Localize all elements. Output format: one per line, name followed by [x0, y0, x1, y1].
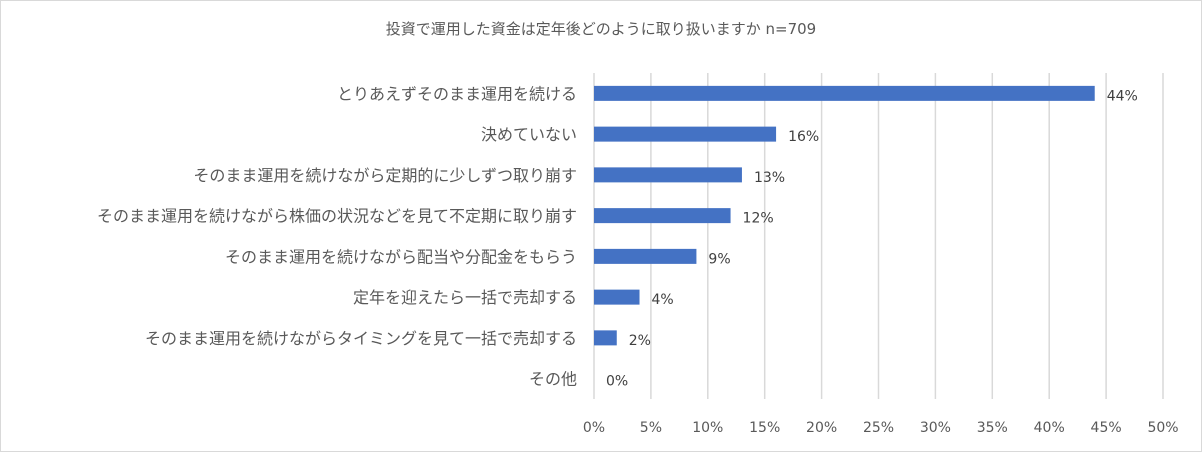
bar	[594, 208, 731, 224]
x-tick-label: 0%	[583, 420, 605, 436]
x-tick-label: 40%	[1034, 420, 1065, 436]
data-label: 16%	[788, 129, 819, 145]
x-tick-label: 30%	[920, 420, 951, 436]
data-labels: 44% 16% 13% 12% 9% 4% 2% 0%	[606, 88, 1138, 389]
x-tick-label: 35%	[977, 420, 1008, 436]
category-label: 定年を迎えたら一括で売却する	[353, 288, 577, 307]
category-label: とりあえずそのまま運用を続ける	[337, 84, 577, 103]
category-labels: とりあえずそのまま運用を続ける決めていないそのまま運用を続けながら定期的に少しず…	[97, 84, 577, 388]
x-tick-label: 45%	[1091, 420, 1122, 436]
bar	[594, 248, 697, 264]
x-tick-label: 20%	[806, 420, 837, 436]
category-label: そのまま運用を続けながら配当や分配金をもらう	[225, 247, 577, 266]
bars	[594, 85, 1095, 346]
x-tick-label: 50%	[1147, 420, 1178, 436]
bar	[594, 330, 617, 346]
bar	[594, 126, 777, 142]
data-label: 44%	[1107, 88, 1138, 104]
grid-lines	[593, 73, 1164, 399]
category-label: そのまま運用を続けながら定期的に少しずつ取り崩す	[193, 166, 577, 185]
data-label: 9%	[708, 251, 730, 267]
data-label: 12%	[743, 211, 774, 227]
bar	[594, 289, 640, 305]
x-tick-label: 15%	[749, 420, 780, 436]
data-label: 2%	[629, 333, 651, 349]
data-label: 4%	[652, 292, 674, 308]
bar	[594, 167, 742, 183]
category-label: その他	[529, 370, 577, 389]
bar	[594, 85, 1095, 101]
data-label: 13%	[754, 170, 785, 186]
category-label: そのまま運用を続けながら株価の状況などを見て不定期に取り崩す	[97, 207, 577, 226]
x-axis: 0% 5% 10% 15% 20% 25% 30% 35% 40% 45% 50%	[583, 420, 1179, 436]
data-label: 0%	[606, 374, 628, 390]
category-label: 決めていない	[481, 125, 577, 144]
category-label: そのまま運用を続けながらタイミングを見て一括で売却する	[145, 329, 577, 348]
x-tick-label: 5%	[640, 420, 662, 436]
x-tick-label: 10%	[692, 420, 723, 436]
x-tick-label: 25%	[863, 420, 894, 436]
chart-title: 投資で運用した資金は定年後どのように取り扱いますか n=709	[385, 20, 817, 38]
